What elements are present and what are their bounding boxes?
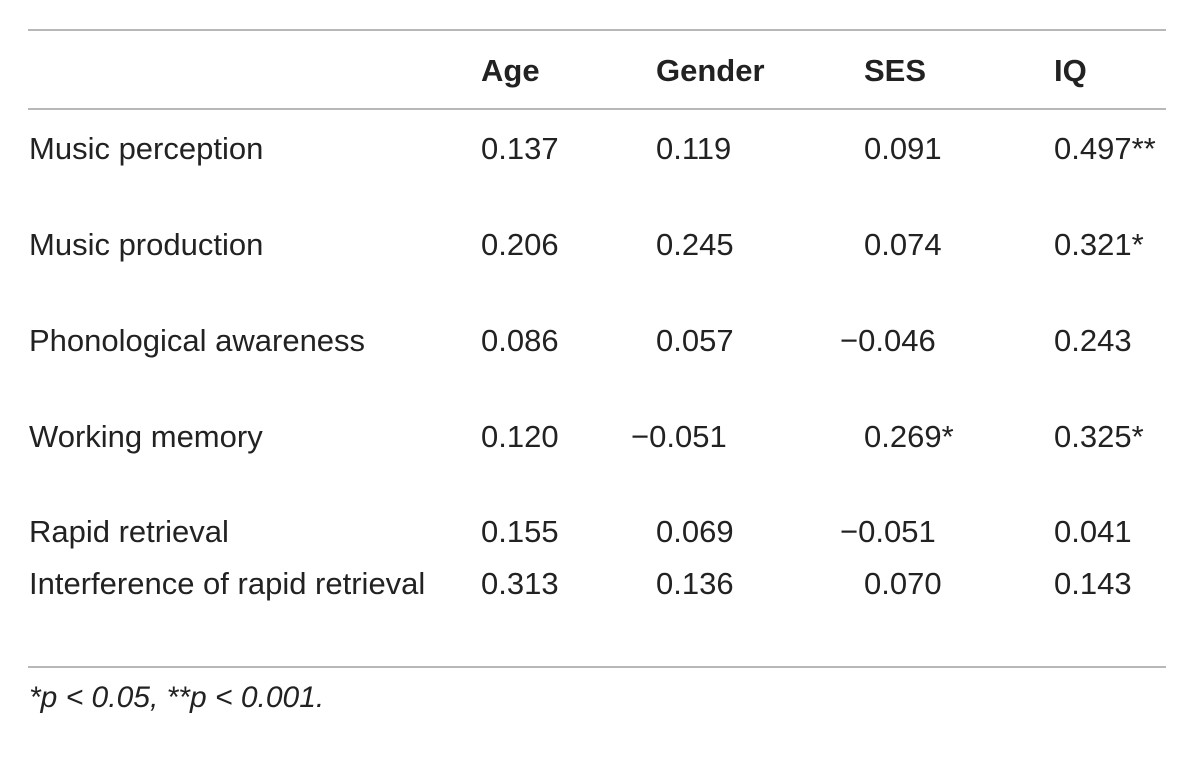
header-rule bbox=[28, 108, 1166, 110]
column-header-age: Age bbox=[481, 53, 540, 88]
cell-ses: 0.269* bbox=[864, 419, 954, 454]
cell-iq: 0.243 bbox=[1054, 323, 1132, 358]
column-header-ses: SES bbox=[864, 53, 927, 88]
cell-gender: −0.051 bbox=[631, 419, 727, 454]
column-header-iq: IQ bbox=[1054, 53, 1087, 88]
cell-gender: 0.057 bbox=[656, 323, 734, 358]
cell-iq: 0.041 bbox=[1054, 514, 1132, 549]
cell-ses: 0.091 bbox=[864, 131, 942, 166]
row-label: Phonological awareness bbox=[29, 323, 366, 358]
table-top-rule bbox=[28, 29, 1166, 31]
cell-gender: 0.119 bbox=[656, 131, 732, 166]
row-label: Working memory bbox=[29, 419, 263, 454]
cell-ses: −0.051 bbox=[840, 514, 936, 549]
row-label: Music perception bbox=[29, 131, 264, 166]
cell-gender: 0.136 bbox=[656, 566, 734, 601]
table-bottom-rule bbox=[28, 666, 1166, 668]
row-label: Interference of rapid retrieval bbox=[29, 566, 426, 601]
cell-age: 0.086 bbox=[481, 323, 559, 358]
cell-age: 0.313 bbox=[481, 566, 559, 601]
column-header-gender: Gender bbox=[656, 53, 765, 88]
row-label: Rapid retrieval bbox=[29, 514, 229, 549]
cell-ses: 0.070 bbox=[864, 566, 942, 601]
cell-age: 0.155 bbox=[481, 514, 559, 549]
table-footnote: *p < 0.05, **p < 0.001. bbox=[29, 681, 325, 714]
cell-ses: 0.074 bbox=[864, 227, 942, 262]
cell-ses: −0.046 bbox=[840, 323, 936, 358]
cell-age: 0.206 bbox=[481, 227, 559, 262]
cell-iq: 0.321* bbox=[1054, 227, 1144, 262]
row-label: Music production bbox=[29, 227, 264, 262]
cell-iq: 0.497** bbox=[1054, 131, 1156, 166]
cell-age: 0.120 bbox=[481, 419, 559, 454]
cell-iq: 0.325* bbox=[1054, 419, 1144, 454]
cell-gender: 0.245 bbox=[656, 227, 734, 262]
cell-gender: 0.069 bbox=[656, 514, 734, 549]
cell-age: 0.137 bbox=[481, 131, 559, 166]
cell-iq: 0.143 bbox=[1054, 566, 1132, 601]
